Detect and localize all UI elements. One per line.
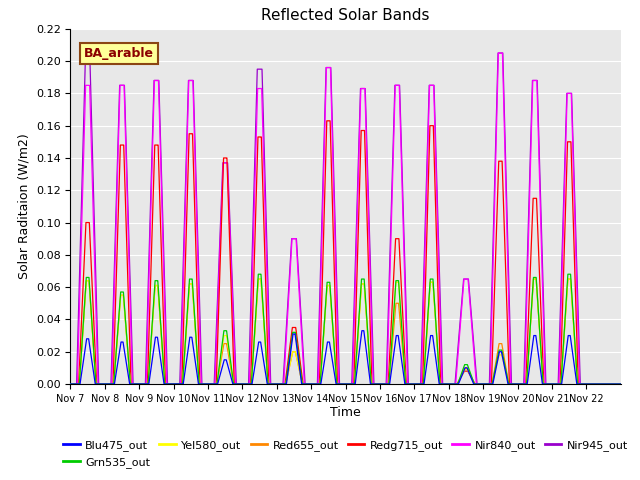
Legend: Blu475_out, Grn535_out, Yel580_out, Red655_out, Redg715_out, Nir840_out, Nir945_: Blu475_out, Grn535_out, Yel580_out, Red6… (59, 436, 632, 472)
Title: Reflected Solar Bands: Reflected Solar Bands (261, 9, 430, 24)
Grn535_out (255, 271, 262, 277)
Nir945_out (416, 381, 424, 387)
Redg715_out (266, 381, 273, 387)
Red655_out (617, 381, 625, 387)
Line: Redg715_out: Redg715_out (70, 121, 621, 384)
Grn535_out (617, 381, 625, 387)
Red655_out (416, 381, 424, 387)
Nir945_out (617, 381, 625, 387)
Red655_out (392, 300, 400, 306)
Nir945_out (475, 381, 483, 387)
Redg715_out (504, 336, 512, 342)
Redg715_out (323, 118, 330, 124)
Grn535_out (475, 381, 483, 387)
Yel580_out (392, 279, 400, 285)
Red655_out (94, 381, 102, 387)
Y-axis label: Solar Raditaion (W/m2): Solar Raditaion (W/m2) (17, 133, 30, 279)
Grn535_out (67, 381, 74, 387)
Yel580_out (255, 276, 262, 282)
Blu475_out (416, 381, 424, 387)
Grn535_out (416, 381, 424, 387)
Redg715_out (617, 381, 625, 387)
Yel580_out (266, 381, 273, 387)
Nir840_out (495, 50, 502, 56)
Red655_out (67, 381, 74, 387)
Grn535_out (392, 278, 400, 284)
Blu475_out (266, 381, 273, 387)
Nir945_out (67, 381, 74, 387)
Grn535_out (266, 381, 273, 387)
Nir945_out (504, 246, 512, 252)
Line: Red655_out: Red655_out (70, 279, 621, 384)
Blu475_out (94, 381, 102, 387)
Blu475_out (475, 381, 483, 387)
Grn535_out (504, 377, 512, 383)
Blu475_out (67, 381, 74, 387)
Red655_out (475, 381, 483, 387)
Blu475_out (392, 333, 400, 339)
Nir840_out (266, 372, 273, 378)
Redg715_out (392, 236, 400, 241)
Red655_out (255, 276, 262, 282)
Yel580_out (67, 381, 74, 387)
Blu475_out (617, 381, 625, 387)
Yel580_out (475, 381, 483, 387)
Red655_out (266, 381, 273, 387)
Red655_out (504, 377, 512, 383)
X-axis label: Time: Time (330, 407, 361, 420)
Nir945_out (494, 50, 502, 56)
Line: Blu475_out: Blu475_out (70, 331, 621, 384)
Yel580_out (504, 378, 512, 384)
Nir840_out (416, 381, 424, 387)
Yel580_out (617, 381, 625, 387)
Text: BA_arable: BA_arable (84, 47, 154, 60)
Grn535_out (94, 381, 102, 387)
Line: Yel580_out: Yel580_out (70, 279, 621, 384)
Nir840_out (94, 381, 102, 387)
Nir840_out (504, 267, 512, 273)
Nir840_out (617, 381, 625, 387)
Nir840_out (392, 83, 400, 88)
Redg715_out (67, 381, 74, 387)
Yel580_out (416, 381, 424, 387)
Line: Nir840_out: Nir840_out (70, 53, 621, 384)
Nir945_out (392, 83, 400, 88)
Line: Nir945_out: Nir945_out (70, 53, 621, 384)
Blu475_out (504, 381, 512, 386)
Yel580_out (94, 381, 102, 387)
Redg715_out (475, 381, 483, 387)
Redg715_out (94, 381, 102, 387)
Redg715_out (416, 381, 424, 387)
Blu475_out (358, 328, 365, 334)
Nir945_out (266, 347, 273, 352)
Nir840_out (67, 381, 74, 387)
Line: Grn535_out: Grn535_out (70, 274, 621, 384)
Nir945_out (94, 360, 102, 366)
Nir840_out (475, 381, 483, 387)
